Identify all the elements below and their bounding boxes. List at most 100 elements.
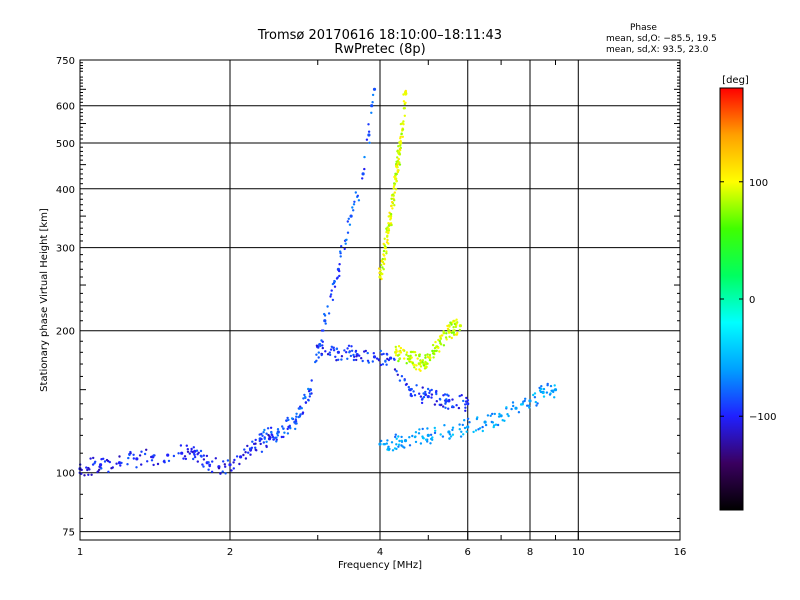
data-point: [389, 218, 392, 221]
data-point: [414, 354, 418, 357]
y-tick-label: 500: [56, 139, 75, 150]
data-point: [80, 468, 83, 472]
data-point: [422, 392, 425, 395]
data-point: [202, 454, 205, 457]
data-point: [330, 289, 333, 292]
data-point: [431, 352, 435, 355]
data-point: [419, 360, 422, 363]
data-point: [387, 227, 390, 230]
data-point: [451, 428, 454, 432]
data-point: [466, 402, 470, 406]
data-point: [272, 438, 275, 441]
data-point: [398, 379, 402, 382]
data-point: [451, 405, 454, 408]
data-point: [524, 397, 527, 400]
data-point: [352, 209, 355, 212]
data-point: [450, 331, 454, 334]
data-point: [381, 266, 384, 269]
data-point: [468, 421, 471, 424]
data-point: [392, 194, 395, 197]
data-point: [405, 92, 408, 96]
data-point: [534, 400, 537, 404]
data-point: [90, 473, 93, 476]
data-point: [322, 329, 325, 332]
x-axis-ticks: 1 2 4 6 8 10 16: [77, 60, 686, 558]
data-point: [405, 351, 409, 354]
data-point: [548, 393, 552, 396]
data-point: [458, 328, 462, 332]
data-point: [398, 357, 402, 360]
data-point: [463, 426, 467, 430]
data-point: [347, 217, 350, 220]
data-point: [451, 433, 455, 436]
data-point: [466, 399, 469, 402]
data-point: [405, 353, 408, 356]
x-tick-label: 6: [465, 547, 471, 558]
data-point: [338, 269, 341, 273]
data-point: [368, 141, 371, 144]
data-point: [434, 429, 437, 432]
data-point: [421, 359, 425, 362]
data-point: [282, 427, 285, 430]
data-point: [344, 238, 348, 242]
data-point: [540, 387, 543, 391]
data-point: [100, 467, 103, 470]
data-point: [512, 404, 515, 408]
data-point: [418, 368, 421, 371]
data-point: [247, 451, 250, 454]
data-point: [511, 401, 515, 404]
data-point: [271, 434, 274, 437]
data-point: [464, 400, 468, 403]
data-point: [355, 355, 358, 358]
data-point: [486, 414, 490, 417]
data-point: [275, 440, 278, 443]
data-point: [361, 177, 364, 180]
data-point: [400, 375, 404, 378]
data-point: [491, 412, 494, 416]
data-point: [395, 437, 398, 440]
data-point: [397, 157, 400, 161]
data-point: [396, 169, 399, 172]
data-point: [226, 459, 230, 462]
data-point: [252, 442, 256, 446]
data-point: [387, 231, 390, 235]
data-point: [451, 426, 455, 429]
data-points: [78, 87, 558, 477]
data-point: [432, 356, 435, 359]
colorbar-tick-label: −100: [749, 412, 776, 423]
data-point: [346, 231, 350, 234]
data-point: [403, 439, 408, 443]
data-point: [447, 407, 450, 410]
data-point: [353, 200, 356, 203]
data-point: [452, 331, 455, 334]
data-point: [346, 220, 349, 223]
data-point: [397, 161, 400, 164]
data-point: [371, 101, 374, 104]
data-point: [398, 163, 402, 166]
data-point: [462, 399, 465, 403]
data-point: [428, 358, 432, 362]
data-point: [140, 463, 143, 466]
data-point: [377, 359, 381, 362]
data-point: [382, 443, 385, 446]
data-point: [315, 353, 318, 356]
data-point: [221, 470, 224, 473]
data-point: [254, 438, 257, 442]
data-point: [367, 361, 370, 364]
data-point: [458, 423, 461, 426]
data-point: [382, 268, 385, 271]
data-point: [397, 443, 401, 446]
data-point: [386, 238, 389, 242]
data-point: [503, 419, 506, 422]
data-point: [450, 323, 453, 326]
data-point: [250, 446, 254, 449]
data-point: [431, 349, 434, 353]
data-point: [449, 321, 452, 324]
data-point: [196, 460, 199, 463]
data-point: [460, 394, 463, 397]
data-point: [348, 223, 352, 226]
data-point: [392, 187, 395, 190]
x-tick-label: 8: [527, 547, 533, 558]
data-point: [408, 357, 412, 361]
data-point: [426, 395, 430, 399]
